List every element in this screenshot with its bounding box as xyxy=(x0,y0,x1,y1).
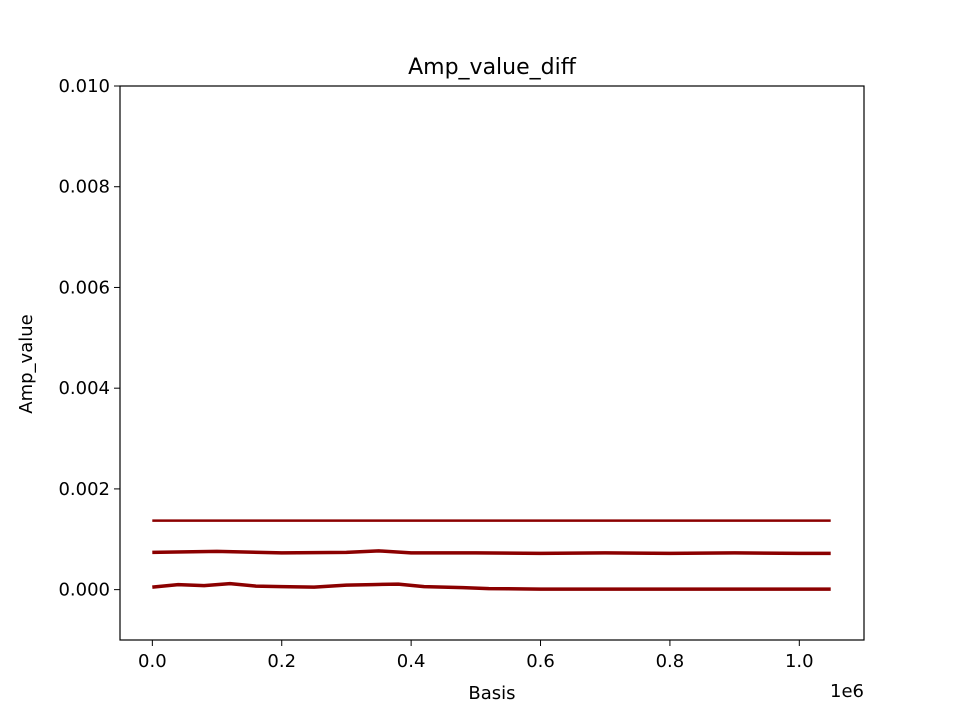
series-line-2 xyxy=(152,549,831,556)
x-axis-offset-label: 1e6 xyxy=(830,681,864,702)
x-tick-label: 1.0 xyxy=(785,651,814,672)
y-tick-label: 0.006 xyxy=(58,277,110,298)
y-tick-label: 0.008 xyxy=(58,177,110,198)
x-tick-label: 0.6 xyxy=(526,651,555,672)
y-tick-label: 0.010 xyxy=(58,76,110,97)
y-tick-label: 0.000 xyxy=(58,580,110,601)
series-line-3 xyxy=(152,581,831,591)
chart-title: Amp_value_diff xyxy=(408,55,577,80)
x-tick-label: 0.2 xyxy=(267,651,296,672)
x-tick-label: 0.4 xyxy=(397,651,426,672)
x-axis-ticks: 0.0 0.2 0.4 0.6 0.8 1.0 xyxy=(138,640,814,672)
x-tick-label: 0.0 xyxy=(138,651,167,672)
y-tick-label: 0.004 xyxy=(58,378,110,399)
plot-area xyxy=(152,519,831,591)
x-tick-label: 0.8 xyxy=(656,651,685,672)
y-axis-ticks: 0.000 0.002 0.004 0.006 0.008 0.010 xyxy=(58,76,120,601)
axes-frame xyxy=(119,85,865,641)
y-axis-label: Amp_value xyxy=(16,314,37,413)
x-axis-label: Basis xyxy=(468,683,515,704)
y-tick-label: 0.002 xyxy=(58,479,110,500)
